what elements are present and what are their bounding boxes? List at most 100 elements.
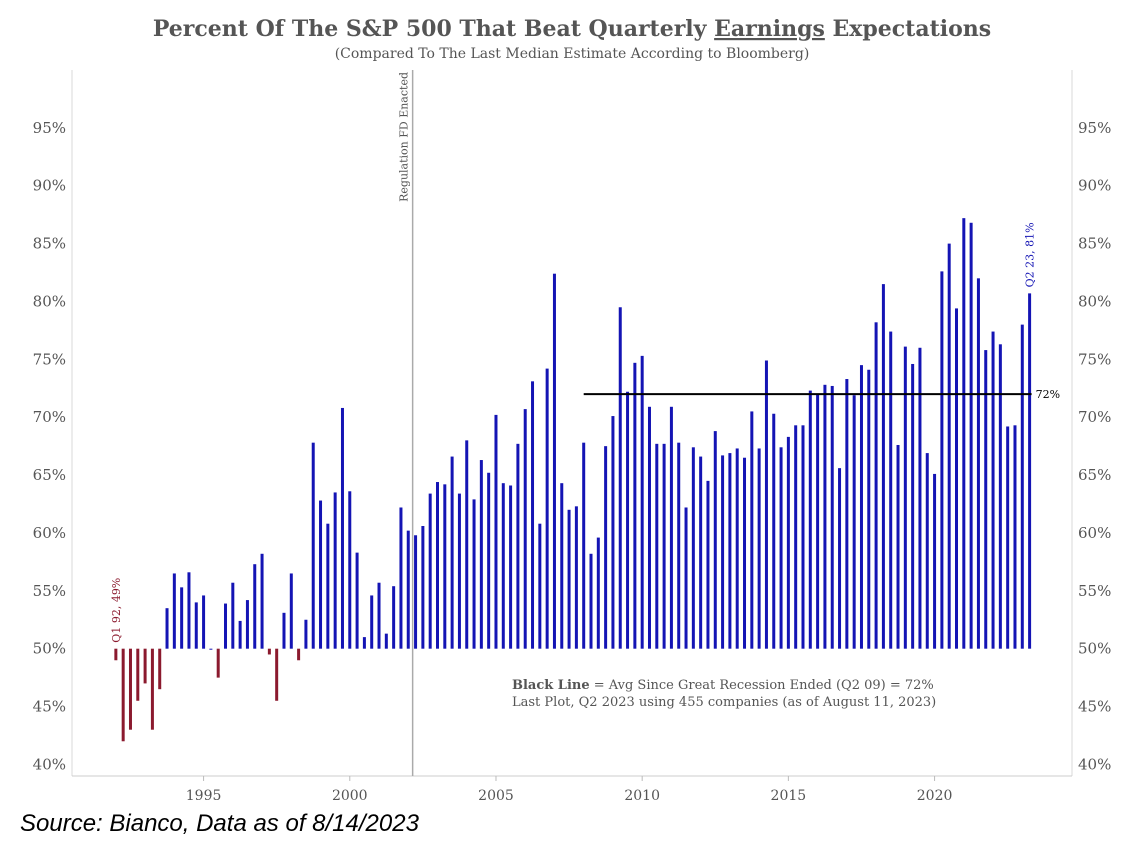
bar — [224, 603, 228, 649]
regulation-fd-line: Regulation FD Enacted — [398, 70, 414, 776]
bar — [187, 572, 191, 649]
bar — [414, 535, 418, 649]
bar — [509, 485, 513, 649]
bar — [304, 619, 308, 649]
y-tick-label-right: 45% — [1078, 698, 1111, 716]
bar — [955, 308, 959, 649]
bar — [245, 600, 249, 649]
bar — [596, 537, 600, 649]
bar — [911, 363, 915, 649]
bar — [750, 411, 754, 649]
bar — [370, 595, 374, 649]
bar — [377, 582, 381, 649]
y-tick-label-right: 55% — [1078, 582, 1111, 600]
bar — [531, 381, 535, 649]
bar — [728, 453, 732, 649]
bar — [399, 507, 403, 649]
y-tick-label-left: 75% — [33, 350, 66, 368]
bar — [238, 620, 242, 649]
y-tick-label-right: 65% — [1078, 466, 1111, 484]
bar — [859, 365, 863, 649]
bar — [560, 483, 564, 649]
bar — [516, 443, 520, 649]
y-tick-label-right: 95% — [1078, 119, 1111, 137]
bar — [582, 442, 586, 649]
bar — [384, 633, 388, 649]
bar — [457, 493, 461, 649]
bar — [172, 573, 176, 649]
bar — [180, 587, 184, 649]
bar — [721, 455, 725, 649]
y-tick-label-right: 50% — [1078, 640, 1111, 658]
bar — [918, 347, 922, 649]
bar — [903, 346, 907, 649]
y-tick-label-left: 50% — [33, 640, 66, 658]
avg-line-label: 72% — [1036, 388, 1060, 401]
bar — [121, 648, 125, 742]
bar — [757, 448, 761, 649]
bar — [794, 425, 798, 649]
bar — [669, 406, 673, 649]
bar — [933, 473, 937, 649]
bar — [998, 344, 1002, 649]
bar — [538, 523, 542, 649]
y-tick-label-left: 40% — [33, 755, 66, 773]
bar — [713, 431, 717, 649]
bar — [479, 460, 483, 649]
bar — [801, 425, 805, 649]
plot-frame — [71, 70, 1073, 777]
y-tick-label-right: 60% — [1078, 524, 1111, 542]
bar — [114, 648, 118, 661]
bar — [816, 394, 820, 649]
bar — [677, 442, 681, 649]
bar — [896, 444, 900, 649]
bar — [289, 573, 293, 649]
x-tick-label: 2010 — [624, 788, 660, 804]
bar — [472, 499, 476, 649]
chart-title: Percent Of The S&P 500 That Beat Quarter… — [153, 16, 991, 42]
bar — [633, 362, 637, 649]
y-axis-right: 40% 45% 50% 55% 60% 65% 70% 75% 80% 85% 90% 95% — [1078, 119, 1111, 774]
bar — [150, 648, 154, 730]
bar — [333, 492, 337, 649]
bar — [421, 526, 425, 649]
y-tick-label-left: 90% — [33, 177, 66, 195]
bar — [465, 440, 469, 649]
bar — [889, 331, 893, 649]
y-tick-label-right: 85% — [1078, 235, 1111, 253]
x-tick-label: 2000 — [332, 788, 368, 804]
bar — [428, 493, 432, 649]
regulation-fd-label: Regulation FD Enacted — [398, 72, 411, 202]
bar — [808, 390, 812, 649]
y-tick-label-left: 55% — [33, 582, 66, 600]
bar — [494, 414, 498, 649]
bar — [267, 648, 271, 655]
bar — [406, 530, 410, 649]
bar — [216, 648, 220, 678]
x-tick-label: 1995 — [186, 788, 222, 804]
bar — [136, 648, 140, 701]
bar — [567, 509, 571, 649]
bar — [450, 456, 454, 649]
bar — [962, 218, 966, 649]
bar — [786, 436, 790, 649]
bar — [165, 608, 169, 649]
bar-annotation: Q1 92, 49% — [110, 578, 123, 643]
bar — [1020, 324, 1024, 649]
bar-annotation: Q2 23, 81% — [1024, 222, 1037, 287]
y-tick-label-left: 65% — [33, 466, 66, 484]
x-axis: 1995 2000 2005 2010 2015 2020 — [186, 776, 952, 804]
average-line: 72% — [583, 388, 1060, 401]
bar — [589, 553, 593, 649]
bar — [552, 273, 556, 649]
bar — [319, 500, 323, 649]
annotations: Q1 92, 49% Q2 23, 81% — [110, 222, 1037, 642]
source-caption: Source: Bianco, Data as of 8/14/2023 — [20, 810, 419, 837]
x-tick-label: 2005 — [478, 788, 514, 804]
bar — [976, 278, 980, 649]
bar — [655, 443, 659, 649]
chart: Percent Of The S&P 500 That Beat Quarter… — [33, 16, 1112, 804]
bar — [823, 384, 827, 649]
bar — [194, 602, 198, 649]
bar — [874, 322, 878, 649]
